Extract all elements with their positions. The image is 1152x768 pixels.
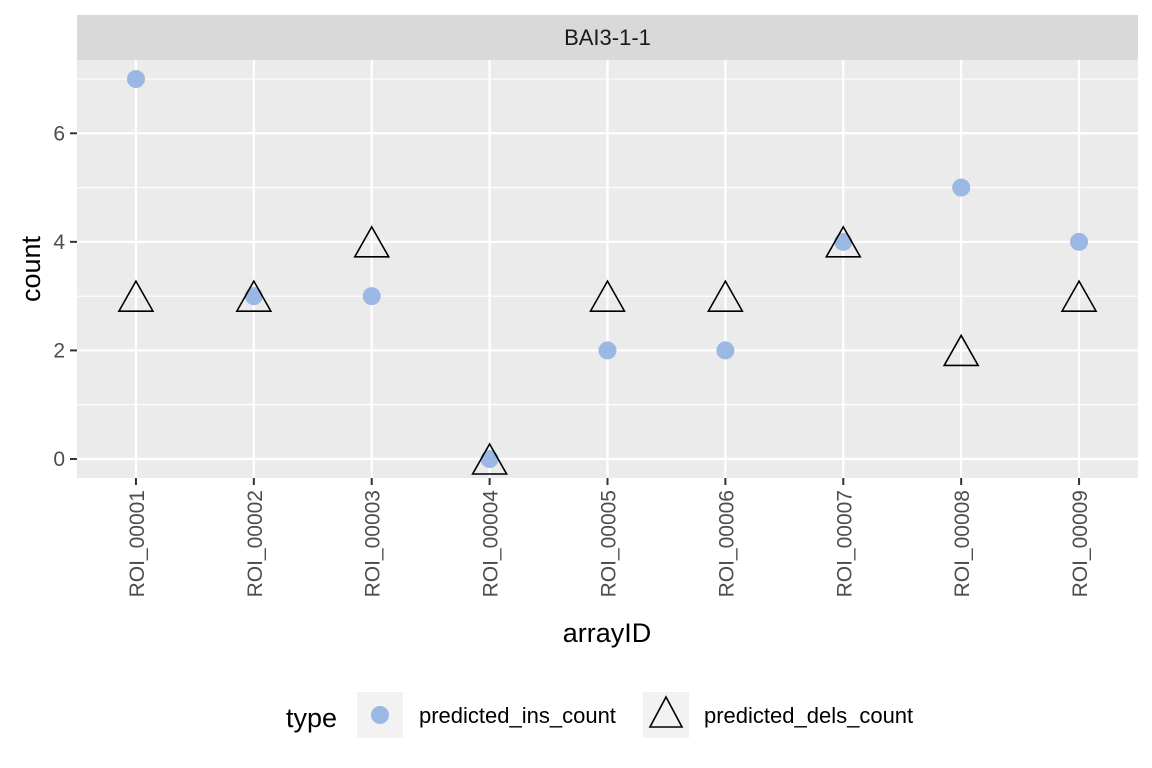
- legend: type predicted_ins_count predicted_dels_…: [286, 692, 913, 738]
- legend-key-dels-icon: [648, 695, 684, 728]
- x-tick-label: ROI_00007: [833, 490, 856, 597]
- x-axis-title: arrayID: [563, 618, 652, 648]
- x-tick-label: ROI_00005: [598, 490, 621, 597]
- y-tick-label: 4: [53, 231, 65, 254]
- legend-label-dels: predicted_dels_count: [704, 703, 913, 728]
- point-predicted_dels_count: [471, 442, 508, 475]
- legend-label-ins: predicted_ins_count: [419, 703, 616, 728]
- point-predicted_dels_count: [824, 225, 862, 258]
- facet-strip: [77, 15, 1138, 60]
- point-predicted_dels_count: [235, 279, 273, 312]
- x-tick-label: ROI_00001: [126, 490, 149, 597]
- point-predicted_dels_count: [1060, 279, 1098, 312]
- facet-strip-label: BAI3-1-1: [564, 25, 651, 50]
- legend-key-bg-dels: [643, 692, 689, 738]
- point-predicted_dels_count: [707, 279, 744, 312]
- y-tick-label: 6: [53, 122, 65, 145]
- y-axis: 0 2 4 6: [53, 122, 77, 471]
- x-axis: ROI_00001 ROI_00002 ROI_00003 ROI_00004 ROI_…: [126, 478, 1092, 597]
- y-tick-label: 0: [53, 448, 65, 471]
- point-predicted_ins_count: [126, 70, 145, 88]
- point-predicted_dels_count: [353, 225, 391, 258]
- point-predicted_ins_count: [480, 450, 499, 468]
- point-predicted_dels_count: [942, 333, 980, 367]
- point-predicted_ins_count: [834, 232, 853, 251]
- x-tick-label: ROI_00003: [362, 490, 385, 597]
- y-axis-title: count: [16, 235, 46, 302]
- point-predicted_ins_count: [598, 341, 617, 360]
- point-predicted_ins_count: [244, 287, 263, 306]
- point-predicted_ins_count: [362, 287, 381, 306]
- point-predicted_ins_count: [1070, 232, 1089, 251]
- x-tick-label: ROI_00009: [1069, 490, 1092, 597]
- point-predicted_dels_count: [117, 279, 155, 312]
- legend-key-ins-icon: [371, 706, 389, 724]
- point-predicted_ins_count: [952, 178, 971, 197]
- x-tick-label: ROI_00008: [951, 490, 974, 597]
- legend-title: type: [286, 703, 337, 733]
- x-tick-label: ROI_00002: [244, 490, 267, 597]
- x-tick-label: ROI_00006: [715, 490, 738, 597]
- major-gridlines: [77, 60, 1138, 478]
- point-predicted_dels_count: [589, 279, 626, 312]
- data-points: [117, 70, 1098, 475]
- x-tick-label: ROI_00004: [480, 490, 503, 598]
- point-predicted_ins_count: [716, 341, 735, 360]
- y-tick-label: 2: [53, 339, 65, 362]
